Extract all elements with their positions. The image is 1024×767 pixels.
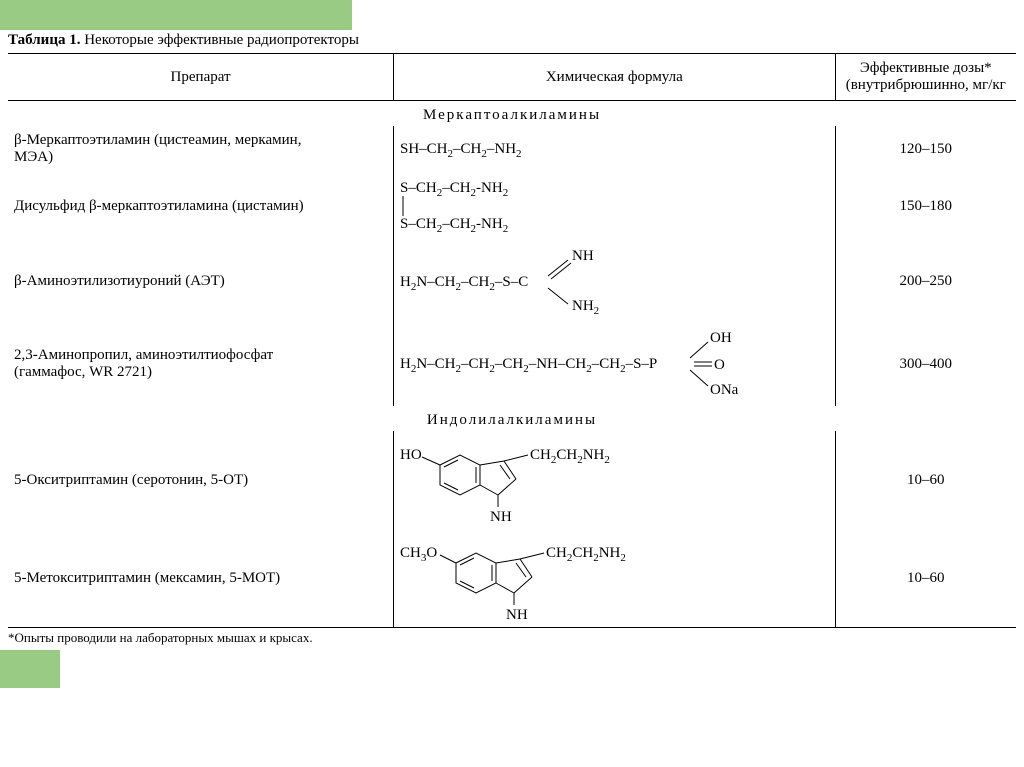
svg-text:S–CH2–CH2-NH2: S–CH2–CH2-NH2 xyxy=(400,216,508,234)
header-dose: Эффективные дозы* (внутрибрюшинно, мг/кг xyxy=(835,54,1016,101)
caption-text: Некоторые эффективные радиопротекторы xyxy=(80,32,358,48)
header-dose-line1: Эффективные дозы* xyxy=(860,60,992,76)
svg-text:S–CH2–CH2-NH2: S–CH2–CH2-NH2 xyxy=(400,180,508,199)
svg-text:NH2: NH2 xyxy=(572,298,599,316)
row6-dose: 10–60 xyxy=(835,529,1016,628)
group-indolyl: Индолилалкиламины xyxy=(8,406,1016,431)
svg-text:NH: NH xyxy=(572,248,594,264)
table-row: 2,3-Аминопропил, аминоэтилтиофосфат (гам… xyxy=(8,322,1016,406)
row3-name: β-Аминоэтилизотиуроний (АЭТ) xyxy=(8,240,394,322)
decor-top-block xyxy=(0,0,352,30)
row1-name: β-Меркаптоэтиламин (цистеамин, меркамин,… xyxy=(8,126,394,172)
decor-bottom-block xyxy=(0,650,60,688)
table-row: Дисульфид β-меркаптоэтиламина (цистамин)… xyxy=(8,172,1016,240)
formula-cysteamine: SH–CH2–CH2–NH2 xyxy=(400,137,600,161)
formula-aet: H2N–CH2–CH2–S–C NH NH2 xyxy=(400,246,630,316)
group-mercapto: Меркаптоалкиламины xyxy=(8,101,1016,127)
row5-dose: 10–60 xyxy=(835,431,1016,529)
caption-label: Таблица 1. xyxy=(8,32,80,48)
row4-name: 2,3-Аминопропил, аминоэтилтиофосфат (гам… xyxy=(8,322,394,406)
group-mercapto-label: Меркаптоалкиламины xyxy=(8,101,1016,127)
header-row: Препарат Химическая формула Эффективные … xyxy=(8,54,1016,101)
row1-formula: SH–CH2–CH2–NH2 xyxy=(394,126,835,172)
row3-dose: 200–250 xyxy=(835,240,1016,322)
group-indolyl-label: Индолилалкиламины xyxy=(8,406,1016,431)
row5-name: 5-Окситриптамин (серотонин, 5-ОТ) xyxy=(8,431,394,529)
formula-serotonin: HO xyxy=(400,437,660,523)
formula-mexamine: CH3O C xyxy=(400,535,680,621)
row3-formula: H2N–CH2–CH2–S–C NH NH2 xyxy=(394,240,835,322)
row4-dose: 300–400 xyxy=(835,322,1016,406)
svg-text:SH–CH2–CH2–NH2: SH–CH2–CH2–NH2 xyxy=(400,141,522,160)
header-dose-line2: (внутрибрюшинно, мг/кг xyxy=(846,77,1006,93)
row1-dose: 120–150 xyxy=(835,126,1016,172)
table-row: β-Аминоэтилизотиуроний (АЭТ) H2N–CH2–CH2… xyxy=(8,240,1016,322)
table-row: 5-Метокситриптамин (мексамин, 5-МОТ) CH3… xyxy=(8,529,1016,628)
table-row: β-Меркаптоэтиламин (цистеамин, меркамин,… xyxy=(8,126,1016,172)
svg-text:HO: HO xyxy=(400,447,422,463)
svg-text:NH: NH xyxy=(490,509,512,523)
svg-text:H2N–CH2–CH2–S–C: H2N–CH2–CH2–S–C xyxy=(400,274,528,293)
row5-formula: HO xyxy=(394,431,835,529)
svg-text:ONa: ONa xyxy=(710,382,739,398)
svg-text:H2N–CH2–CH2–CH2–NH–CH2–CH2–S–P: H2N–CH2–CH2–CH2–NH–CH2–CH2–S–P xyxy=(400,356,657,375)
row2-formula: S–CH2–CH2-NH2 S–CH2–CH2-NH2 xyxy=(394,172,835,240)
table-caption: Таблица 1. Некоторые эффективные радиопр… xyxy=(8,32,1016,49)
svg-text:NH: NH xyxy=(506,607,528,621)
header-formula: Химическая формула xyxy=(394,54,835,101)
row6-formula: CH3O C xyxy=(394,529,835,628)
svg-text:CH2CH2NH2: CH2CH2NH2 xyxy=(530,447,610,466)
formula-wr2721: H2N–CH2–CH2–CH2–NH–CH2–CH2–S–P OH O ONa xyxy=(400,328,780,400)
svg-text:CH3O: CH3O xyxy=(400,545,437,564)
svg-text:O: O xyxy=(714,357,725,373)
svg-text:CH2CH2NH2: CH2CH2NH2 xyxy=(546,545,626,564)
svg-text:OH: OH xyxy=(710,330,732,346)
page-content: Таблица 1. Некоторые эффективные радиопр… xyxy=(0,32,1024,646)
header-preparation: Препарат xyxy=(8,54,394,101)
table-row: 5-Окситриптамин (серотонин, 5-ОТ) HO xyxy=(8,431,1016,529)
footnote: *Опыты проводили на лабораторных мышах и… xyxy=(8,630,1016,646)
row2-dose: 150–180 xyxy=(835,172,1016,240)
formula-cystamine: S–CH2–CH2-NH2 S–CH2–CH2-NH2 xyxy=(400,178,600,234)
row4-formula: H2N–CH2–CH2–CH2–NH–CH2–CH2–S–P OH O ONa xyxy=(394,322,835,406)
row6-name: 5-Метокситриптамин (мексамин, 5-МОТ) xyxy=(8,529,394,628)
row2-name: Дисульфид β-меркаптоэтиламина (цистамин) xyxy=(8,172,394,240)
radioprotectors-table: Препарат Химическая формула Эффективные … xyxy=(8,53,1016,628)
